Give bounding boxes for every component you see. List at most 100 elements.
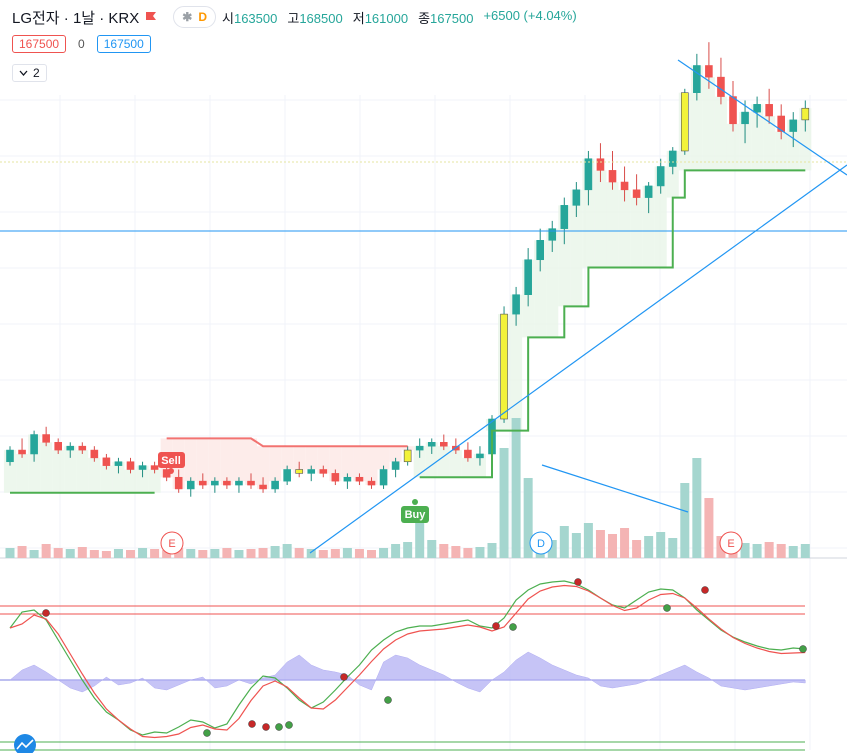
resistance-fill <box>293 446 306 474</box>
candle-body <box>66 445 75 451</box>
volume-bar <box>379 548 389 558</box>
candle-body <box>367 480 376 486</box>
k-line <box>9 580 806 736</box>
support-fill <box>52 450 65 493</box>
support-fill <box>461 457 474 478</box>
candle-body <box>476 453 484 459</box>
candle-body <box>186 480 195 490</box>
low-value: 161000 <box>364 10 409 26</box>
cross-dot <box>275 723 283 731</box>
candle-body <box>403 449 412 463</box>
support-fill <box>630 197 643 268</box>
cross-dot <box>799 645 807 653</box>
volume-bar <box>595 530 605 558</box>
support-fill <box>40 442 53 493</box>
candle-body <box>596 158 605 171</box>
volume-bar <box>174 548 184 558</box>
support-fill <box>775 131 788 171</box>
volume-bar <box>680 483 690 558</box>
resistance-fill <box>329 446 342 482</box>
volume-bar <box>5 548 15 558</box>
volume-bar <box>53 548 63 558</box>
support-fill <box>763 116 776 171</box>
resistance-fill <box>317 446 330 474</box>
candle-body <box>620 181 629 191</box>
volume-bar <box>632 540 642 558</box>
volume-bar <box>101 551 111 558</box>
support-fill <box>702 77 715 171</box>
earnings-event-2-circle <box>719 531 743 555</box>
volume-bar <box>740 543 750 558</box>
asterisk-icon: ✱ <box>182 10 193 24</box>
candle-body <box>307 469 316 474</box>
volume-bar <box>475 547 485 558</box>
support-fill <box>112 461 125 493</box>
status-pill[interactable]: ✱ D <box>173 6 216 28</box>
histogram-area <box>9 651 806 693</box>
volume-bar <box>692 458 702 558</box>
candle-body <box>18 449 26 455</box>
candles <box>6 42 810 497</box>
indicators-collapse-button[interactable]: 2 <box>12 64 47 82</box>
resistance-fill <box>196 438 209 486</box>
volume-bar <box>65 549 75 558</box>
resistance-fill <box>353 446 366 482</box>
volume-bar <box>523 478 533 558</box>
candle-body <box>427 442 436 447</box>
candle-body <box>150 465 159 470</box>
candle-body <box>126 461 135 470</box>
candle-body <box>656 166 665 187</box>
support-fill <box>726 123 740 171</box>
sell-dot <box>168 468 174 474</box>
candle-body <box>259 484 267 490</box>
volume-bar <box>222 548 232 558</box>
volume-bar <box>126 550 135 558</box>
trade-row: 167500 0 167500 <box>12 35 151 53</box>
sell-price-box[interactable]: 167500 <box>12 35 67 53</box>
candle-body <box>138 465 147 470</box>
buy-price-box[interactable]: 167500 <box>96 35 151 53</box>
symbol-row: LG전자 · 1날 · KRX ✱ D 시163500 고168500 저161… <box>12 6 577 28</box>
flag-icon[interactable] <box>145 11 157 23</box>
volume-bar <box>113 549 123 558</box>
volume-bar <box>186 549 196 558</box>
candle-body <box>6 449 14 463</box>
earnings-event-1-label: E <box>168 538 175 550</box>
support-fill <box>124 469 137 493</box>
candle-body <box>30 434 38 455</box>
volume-bar <box>764 542 774 558</box>
symbol-title[interactable]: LG전자 · 1날 · KRX <box>12 9 140 27</box>
support-fill <box>714 96 727 171</box>
cross-dot <box>340 673 348 681</box>
candle-body <box>753 104 761 113</box>
support-line <box>10 169 806 494</box>
candle-body <box>211 480 219 486</box>
volume-bar <box>559 526 569 558</box>
buy-dot <box>412 499 418 505</box>
support-fill <box>76 450 89 493</box>
open-value: 163500 <box>233 10 278 26</box>
resistance-fill <box>208 438 221 482</box>
dividend-event-circle <box>529 531 553 555</box>
candle-body <box>319 469 328 474</box>
candle-body <box>536 240 545 261</box>
sell-label: Sell <box>161 455 181 467</box>
cross-dot <box>574 578 582 586</box>
volume-bar <box>776 544 786 558</box>
markers: Sell Buy E D E <box>158 452 743 555</box>
resistance-fill <box>269 446 282 482</box>
volume-bar <box>608 534 617 558</box>
volume-bar <box>354 549 364 558</box>
volume-bar <box>752 544 762 558</box>
buy-tag <box>401 506 429 523</box>
open-label: 시 <box>222 10 234 26</box>
volume-bar <box>210 549 220 558</box>
candle-body <box>560 205 569 229</box>
volume-bar <box>270 546 280 558</box>
candle-body <box>271 480 279 490</box>
candle-body <box>464 449 472 459</box>
volume-bar <box>644 536 654 558</box>
support-fill <box>534 240 547 338</box>
candle-body <box>355 476 364 482</box>
